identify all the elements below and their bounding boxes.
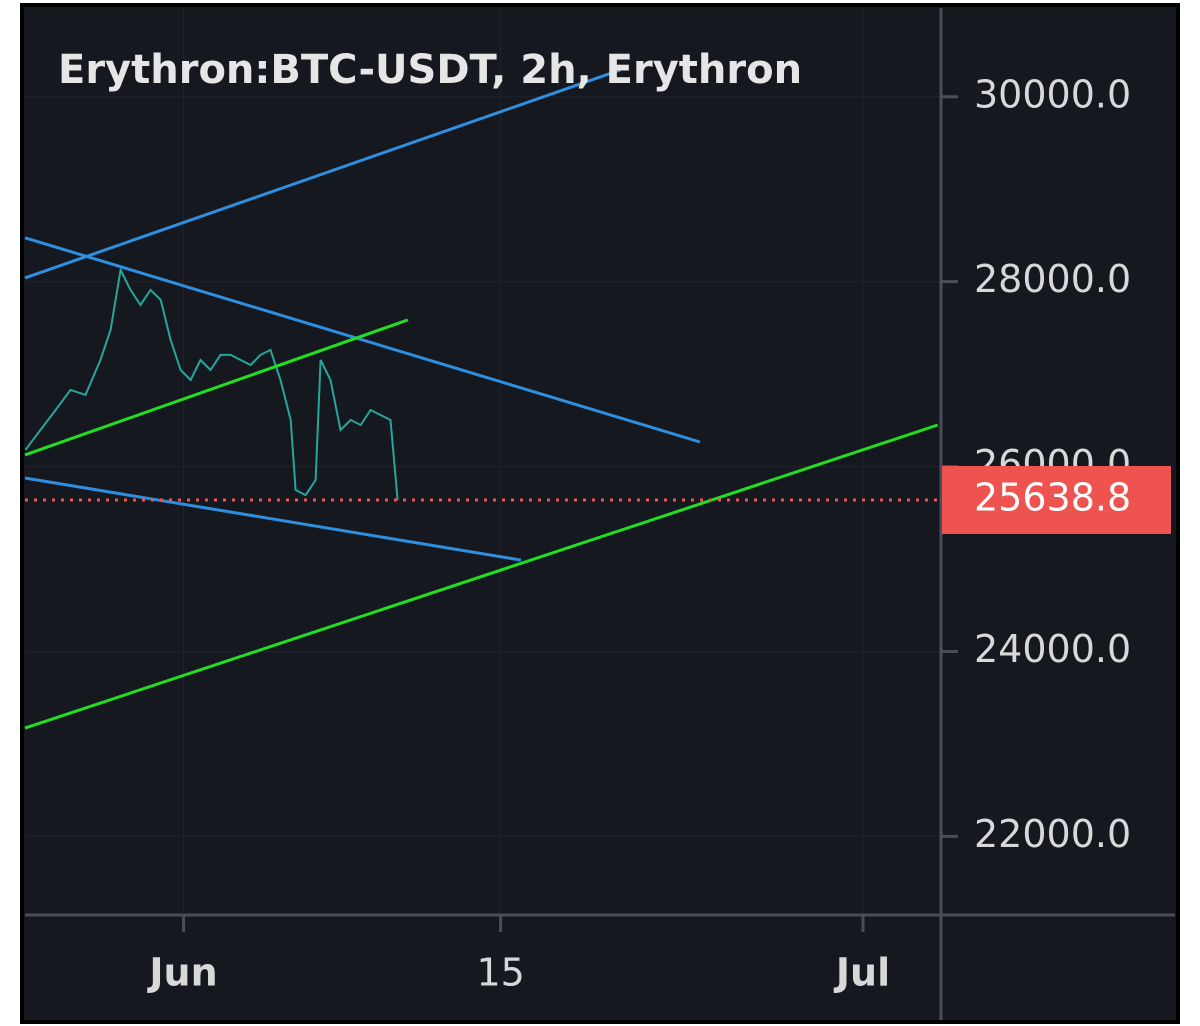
chart-title: Erythron:BTC-USDT, 2h, Erythron (58, 47, 802, 93)
y-tick-label: 30000.0 (974, 72, 1131, 116)
line-series (24, 68, 622, 280)
line-series (24, 318, 409, 457)
line-series (24, 476, 522, 562)
last-price-box (942, 465, 1171, 534)
x-tick-label: Jul (833, 951, 890, 995)
last-price-label: 25638.8 (974, 475, 1131, 519)
y-tick-label: 22000.0 (974, 812, 1131, 856)
plot (24, 68, 955, 730)
line-series (24, 236, 701, 444)
grid (25, 8, 940, 915)
x-tick-label: Jun (146, 951, 217, 995)
x-tick-label: 15 (476, 951, 524, 995)
y-tick-label: 28000.0 (974, 257, 1131, 301)
y-tick-label: 24000.0 (974, 627, 1131, 671)
line-series (24, 423, 939, 730)
line-series (24, 266, 399, 501)
